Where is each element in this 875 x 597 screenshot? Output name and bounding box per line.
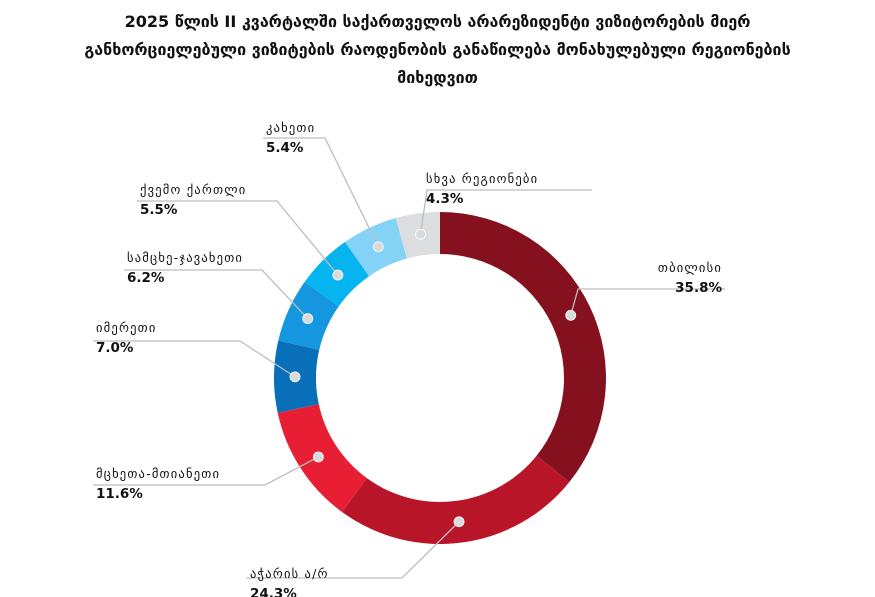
slice-name-label: იმერეთი <box>96 320 157 335</box>
label-dot-slice-4 <box>289 371 301 383</box>
slice-name-label: ქვემო ქართლი <box>140 182 246 197</box>
slice-value-label: 7.0% <box>96 340 134 356</box>
slice-name-label: მცხეთა-მთიანეთი <box>96 466 220 481</box>
connector-line-slice-4 <box>93 340 296 378</box>
label-dot-slice-3 <box>312 451 324 463</box>
chart-title-line-2: განხორციელებული ვიზიტების რაოდენობის გან… <box>84 40 791 59</box>
label-dot-slice-2 <box>453 516 465 528</box>
connector-line-slice-2 <box>246 521 460 579</box>
slice-value-label: 5.4% <box>266 140 304 156</box>
connector-line-slice-6 <box>137 200 339 276</box>
chart-title: 2025 წლის II კვარტალში საქართველოს არარე… <box>20 8 855 92</box>
slice-value-label: 4.3% <box>426 191 464 207</box>
connector-line-slice-5 <box>124 269 309 320</box>
slice-value-label: 5.5% <box>140 202 178 218</box>
connector-line-slice-7 <box>263 137 379 248</box>
slice-value-label: 35.8% <box>675 280 722 296</box>
donut-slice-1 <box>440 212 606 482</box>
label-dot-slice-1 <box>565 309 577 321</box>
label-dot-slice-8 <box>415 228 426 240</box>
connector-line-slice-3 <box>93 456 319 486</box>
donut-slice-2 <box>342 455 570 544</box>
slice-value-label: 11.6% <box>96 486 143 502</box>
chart-title-line-3: მიხედვით <box>397 68 478 87</box>
connector-line-slice-8 <box>419 189 592 235</box>
slice-value-label: 6.2% <box>127 270 165 286</box>
slice-value-label: 24.3% <box>250 586 297 597</box>
label-dot-slice-6 <box>332 269 344 281</box>
chart-title-line-1: 2025 წლის II კვარტალში საქართველოს არარე… <box>124 12 751 31</box>
connector-line-slice-1 <box>570 288 725 316</box>
slice-name-label: თბილისი <box>658 260 722 275</box>
slice-name-label: კახეთი <box>266 120 315 135</box>
label-dot-slice-5 <box>302 313 314 324</box>
slice-name-label: სხვა რეგიონები <box>426 171 538 186</box>
slice-name-label: აჭარის ა/რ <box>250 566 329 581</box>
label-dot-slice-7 <box>372 241 384 253</box>
slice-name-label: სამცხე-ჯავახეთი <box>127 250 243 265</box>
